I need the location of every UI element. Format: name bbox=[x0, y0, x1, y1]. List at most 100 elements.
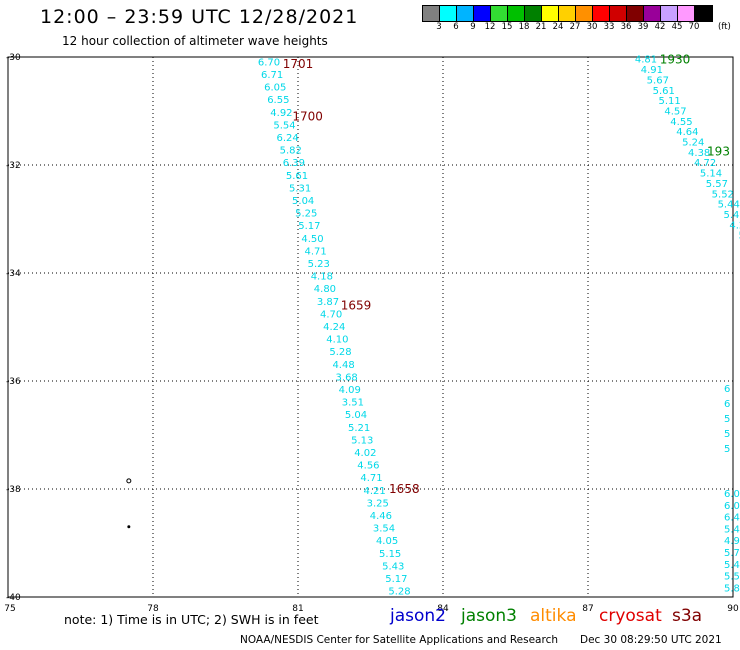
wave-height-value: 6.0 bbox=[724, 489, 740, 500]
pass-time-label: 1658 bbox=[389, 482, 420, 496]
wave-height-value: 6 bbox=[724, 399, 730, 410]
wave-height-value: 5.43 bbox=[382, 561, 404, 572]
wave-height-value: 5.31 bbox=[289, 183, 311, 194]
wave-height-value: 4.91 bbox=[641, 65, 663, 76]
longitude-tick-label: 75 bbox=[4, 604, 15, 614]
wave-height-value: 4.71 bbox=[304, 246, 326, 257]
wave-height-value: 5.15 bbox=[379, 549, 401, 560]
color-scale-label: 9 bbox=[470, 22, 476, 32]
pass-time-label: 1659 bbox=[341, 298, 372, 312]
wave-height-value: 5.61 bbox=[653, 86, 675, 97]
wave-height-value: 4.56 bbox=[357, 461, 379, 472]
legend-s3a: s3a bbox=[672, 606, 703, 626]
island bbox=[127, 525, 131, 529]
color-swatch bbox=[423, 6, 440, 21]
color-swatch bbox=[491, 6, 508, 21]
pass-time-label: 1701 bbox=[283, 57, 314, 71]
wave-height-value: 3.54 bbox=[373, 524, 395, 535]
color-swatch bbox=[593, 6, 610, 21]
wave-height-value: 3.51 bbox=[342, 398, 364, 409]
color-swatch bbox=[661, 6, 678, 21]
map-subtitle: 12 hour collection of altimeter wave hei… bbox=[62, 34, 328, 48]
color-scale-label: 70 bbox=[688, 22, 700, 32]
wave-height-value: 5.28 bbox=[388, 587, 410, 598]
color-scale-bar bbox=[422, 5, 713, 22]
wave-height-value: 5.52 bbox=[712, 189, 734, 200]
latitude-tick-label: -32 bbox=[6, 161, 21, 171]
wave-height-value: 5.4 bbox=[724, 524, 740, 535]
wave-height-value: 6.39 bbox=[283, 158, 305, 169]
wave-height-value: 6.71 bbox=[261, 70, 283, 81]
wave-height-value: 5.61 bbox=[286, 171, 308, 182]
wave-height-value: 4.71 bbox=[360, 473, 382, 484]
wave-height-value: 5.54 bbox=[724, 572, 740, 583]
wave-height-value: 4.70 bbox=[320, 309, 342, 320]
legend-cryosat: cryosat bbox=[599, 606, 662, 626]
wave-height-value: 4.57 bbox=[664, 106, 686, 117]
color-scale-label: 39 bbox=[637, 22, 649, 32]
wave-height-value: 5 bbox=[724, 444, 730, 455]
color-swatch bbox=[525, 6, 542, 21]
wave-height-value: 6.24 bbox=[277, 133, 299, 144]
wave-height-value: 5.25 bbox=[295, 209, 317, 220]
wave-height-value: 4.28 bbox=[729, 220, 740, 231]
wave-height-value: 4.21 bbox=[364, 486, 386, 497]
longitude-tick-label: 81 bbox=[292, 604, 303, 614]
wave-height-value: 4.46 bbox=[370, 511, 392, 522]
wave-height-value: 5.04 bbox=[345, 410, 367, 421]
color-scale-label: 33 bbox=[603, 22, 615, 32]
pass-time-label: 193 bbox=[707, 145, 730, 159]
wave-height-value: 5.11 bbox=[658, 96, 680, 107]
color-scale-label: 24 bbox=[552, 22, 564, 32]
wave-height-value: 5.48 bbox=[723, 210, 740, 221]
wave-height-value: 6.70 bbox=[258, 57, 280, 68]
wave-height-value: 5.17 bbox=[385, 574, 407, 585]
wave-height-value: 3.68 bbox=[336, 372, 358, 383]
wave-height-value: 5.44 bbox=[718, 200, 740, 211]
wave-height-value: 5.04 bbox=[292, 196, 314, 207]
wave-height-value: 3.87 bbox=[317, 297, 339, 308]
color-scale-label: 15 bbox=[501, 22, 513, 32]
color-swatch bbox=[627, 6, 644, 21]
wave-height-value: 4.18 bbox=[311, 272, 333, 283]
wave-height-value: 4.50 bbox=[301, 234, 323, 245]
wave-height-value: 4.72 bbox=[694, 158, 716, 169]
longitude-tick-label: 84 bbox=[437, 604, 449, 614]
footnote: note: 1) Time is in UTC; 2) SWH is in fe… bbox=[64, 612, 319, 627]
wave-height-value: 5.49 bbox=[724, 560, 740, 571]
wave-height-value: 5.54 bbox=[273, 120, 295, 131]
wave-height-value: 4.02 bbox=[354, 448, 376, 459]
wave-height-value: 5.57 bbox=[706, 179, 728, 190]
latitude-tick-label: -40 bbox=[6, 593, 21, 603]
color-scale-label: 3 bbox=[436, 22, 442, 32]
wave-height-value: 4.38 bbox=[688, 148, 710, 159]
color-scale-label: 30 bbox=[586, 22, 598, 32]
color-scale-label: 45 bbox=[671, 22, 683, 32]
wave-height-value: 4.09 bbox=[339, 385, 361, 396]
wave-height-value: 4.05 bbox=[376, 536, 398, 547]
color-scale-label: 21 bbox=[535, 22, 547, 32]
pass-time-label: 1930 bbox=[660, 53, 691, 67]
color-swatch bbox=[542, 6, 559, 21]
legend-jason2: jason2 bbox=[390, 606, 446, 626]
wave-height-value: 5.24 bbox=[682, 138, 704, 149]
latitude-tick-label: -34 bbox=[6, 269, 21, 279]
latitude-tick-label: -38 bbox=[6, 485, 21, 495]
longitude-tick-label: 90 bbox=[727, 604, 739, 614]
legend-altika: altika bbox=[530, 606, 577, 626]
wave-height-value: 5.13 bbox=[351, 435, 373, 446]
wave-height-value: 6.0 bbox=[724, 501, 740, 512]
color-swatch bbox=[508, 6, 525, 21]
wave-height-value: 5.28 bbox=[329, 347, 351, 358]
color-scale-label: 18 bbox=[518, 22, 530, 32]
wave-height-value: 5.23 bbox=[308, 259, 330, 270]
wave-height-value: 4.24 bbox=[323, 322, 345, 333]
color-scale-label: 12 bbox=[484, 22, 496, 32]
wave-height-value: 5.17 bbox=[298, 221, 320, 232]
wave-height-value: 5.86 bbox=[724, 583, 740, 594]
wave-height-value: 4.92 bbox=[270, 108, 292, 119]
longitude-tick-label: 78 bbox=[147, 604, 159, 614]
latitude-tick-label: -36 bbox=[6, 377, 21, 387]
wave-height-value: 5.14 bbox=[700, 169, 722, 180]
